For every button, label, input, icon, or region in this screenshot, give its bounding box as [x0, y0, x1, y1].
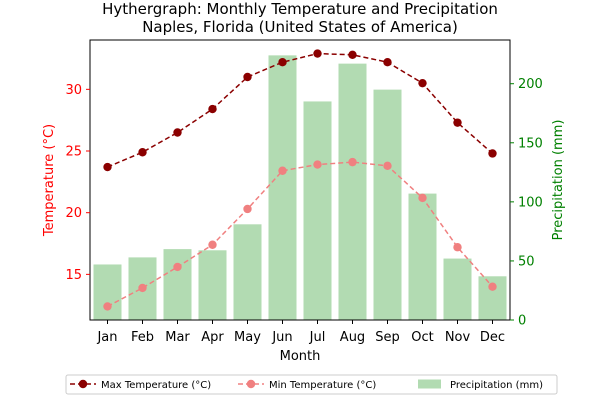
max-temp-point: [453, 118, 462, 127]
y-right-tick-label: 100: [518, 195, 543, 210]
min-temp-point: [418, 193, 427, 203]
x-tick-label: Sep: [375, 330, 400, 345]
x-tick-label: Apr: [201, 330, 224, 345]
max-temp-point: [208, 104, 217, 114]
min-temp-point: [348, 157, 357, 167]
axes: Jan Feb Mar Apr May Jun Jul Aug Sep Oct Nov Dec 15 20…: [65, 39, 543, 345]
max-temp-line: [107, 52, 493, 168]
precipitation-bar: [233, 224, 262, 320]
precipitation-bar: [303, 101, 332, 320]
legend-label-precip: Precipitation (mm): [450, 380, 543, 391]
precipitation-bar: [268, 55, 297, 321]
precipitation-bar: [373, 89, 402, 320]
x-axis-label: Month: [280, 349, 321, 364]
max-temp-point: [278, 58, 287, 67]
max-temp-point: [418, 78, 427, 88]
y-left-tick-label: 25: [65, 145, 82, 160]
min-temp-point: [138, 283, 147, 293]
precipitation-bar: [163, 249, 192, 320]
min-temp-point: [488, 282, 497, 291]
min-temp-point: [383, 161, 392, 171]
precipitation-bar: [408, 193, 437, 320]
max-temp-point: [488, 149, 497, 158]
x-tick-label: Jun: [271, 330, 292, 345]
precipitation-bar: [338, 63, 367, 320]
x-tick-label: Nov: [445, 330, 471, 345]
max-temp-point: [173, 128, 182, 137]
x-tick-label: Oct: [411, 330, 433, 345]
min-temp-point: [243, 204, 252, 214]
precipitation-bar: [443, 258, 472, 320]
legend-label-max: Max Temperature (°C): [101, 380, 211, 391]
min-temp-point: [313, 160, 322, 169]
legend-marker-min: [246, 379, 256, 389]
chart-title: Hythergraph: Monthly Temperature and Pre…: [102, 0, 498, 18]
y-left-tick-label: 30: [65, 83, 82, 98]
plot-frame: [89, 39, 511, 321]
temperature-lines: [103, 49, 497, 311]
legend-label-min: Min Temperature (°C): [269, 380, 376, 391]
x-tick-label: Mar: [165, 330, 190, 345]
y-right-tick-label: 0: [518, 314, 526, 329]
x-tick-label: May: [234, 330, 261, 345]
y-right-tick-label: 150: [518, 136, 543, 151]
precipitation-bar: [198, 250, 227, 320]
precipitation-bars: [93, 55, 507, 321]
y-left-tick-label: 20: [65, 206, 82, 221]
y-left-tick-label: 15: [65, 268, 82, 283]
max-temp-point: [348, 50, 357, 60]
min-temp-point: [453, 243, 462, 252]
legend-marker-max: [78, 379, 88, 389]
y-right-tick-label: 200: [518, 77, 543, 92]
max-temp-point: [313, 49, 322, 58]
y-right-tick-label: 50: [518, 254, 535, 269]
min-temp-point: [173, 262, 182, 272]
x-tick-label: Jul: [309, 330, 326, 345]
max-temp-point: [138, 148, 147, 157]
x-tick-label: Dec: [480, 330, 505, 345]
legend-swatch-precip: [418, 379, 441, 389]
min-temp-point: [278, 166, 287, 175]
min-temp-point: [103, 302, 112, 311]
x-tick-label: Feb: [131, 330, 154, 345]
min-temp-line: [107, 161, 494, 308]
y-axis-right-label: Precipitation (mm): [551, 120, 566, 241]
x-tick-label: Aug: [340, 330, 365, 345]
chart-subtitle: Naples, Florida (United States of Americ…: [142, 18, 458, 36]
max-temp-point: [383, 58, 392, 67]
max-temp-point: [103, 162, 112, 172]
precipitation-bar: [93, 264, 122, 320]
max-temp-point: [243, 72, 252, 82]
min-temp-point: [208, 240, 217, 249]
y-axis-left-label: Temperature (°C): [42, 124, 57, 237]
x-tick-label: Jan: [96, 330, 117, 345]
legend: Max Temperature (°C) Min Temperature (°C)…: [65, 374, 558, 395]
